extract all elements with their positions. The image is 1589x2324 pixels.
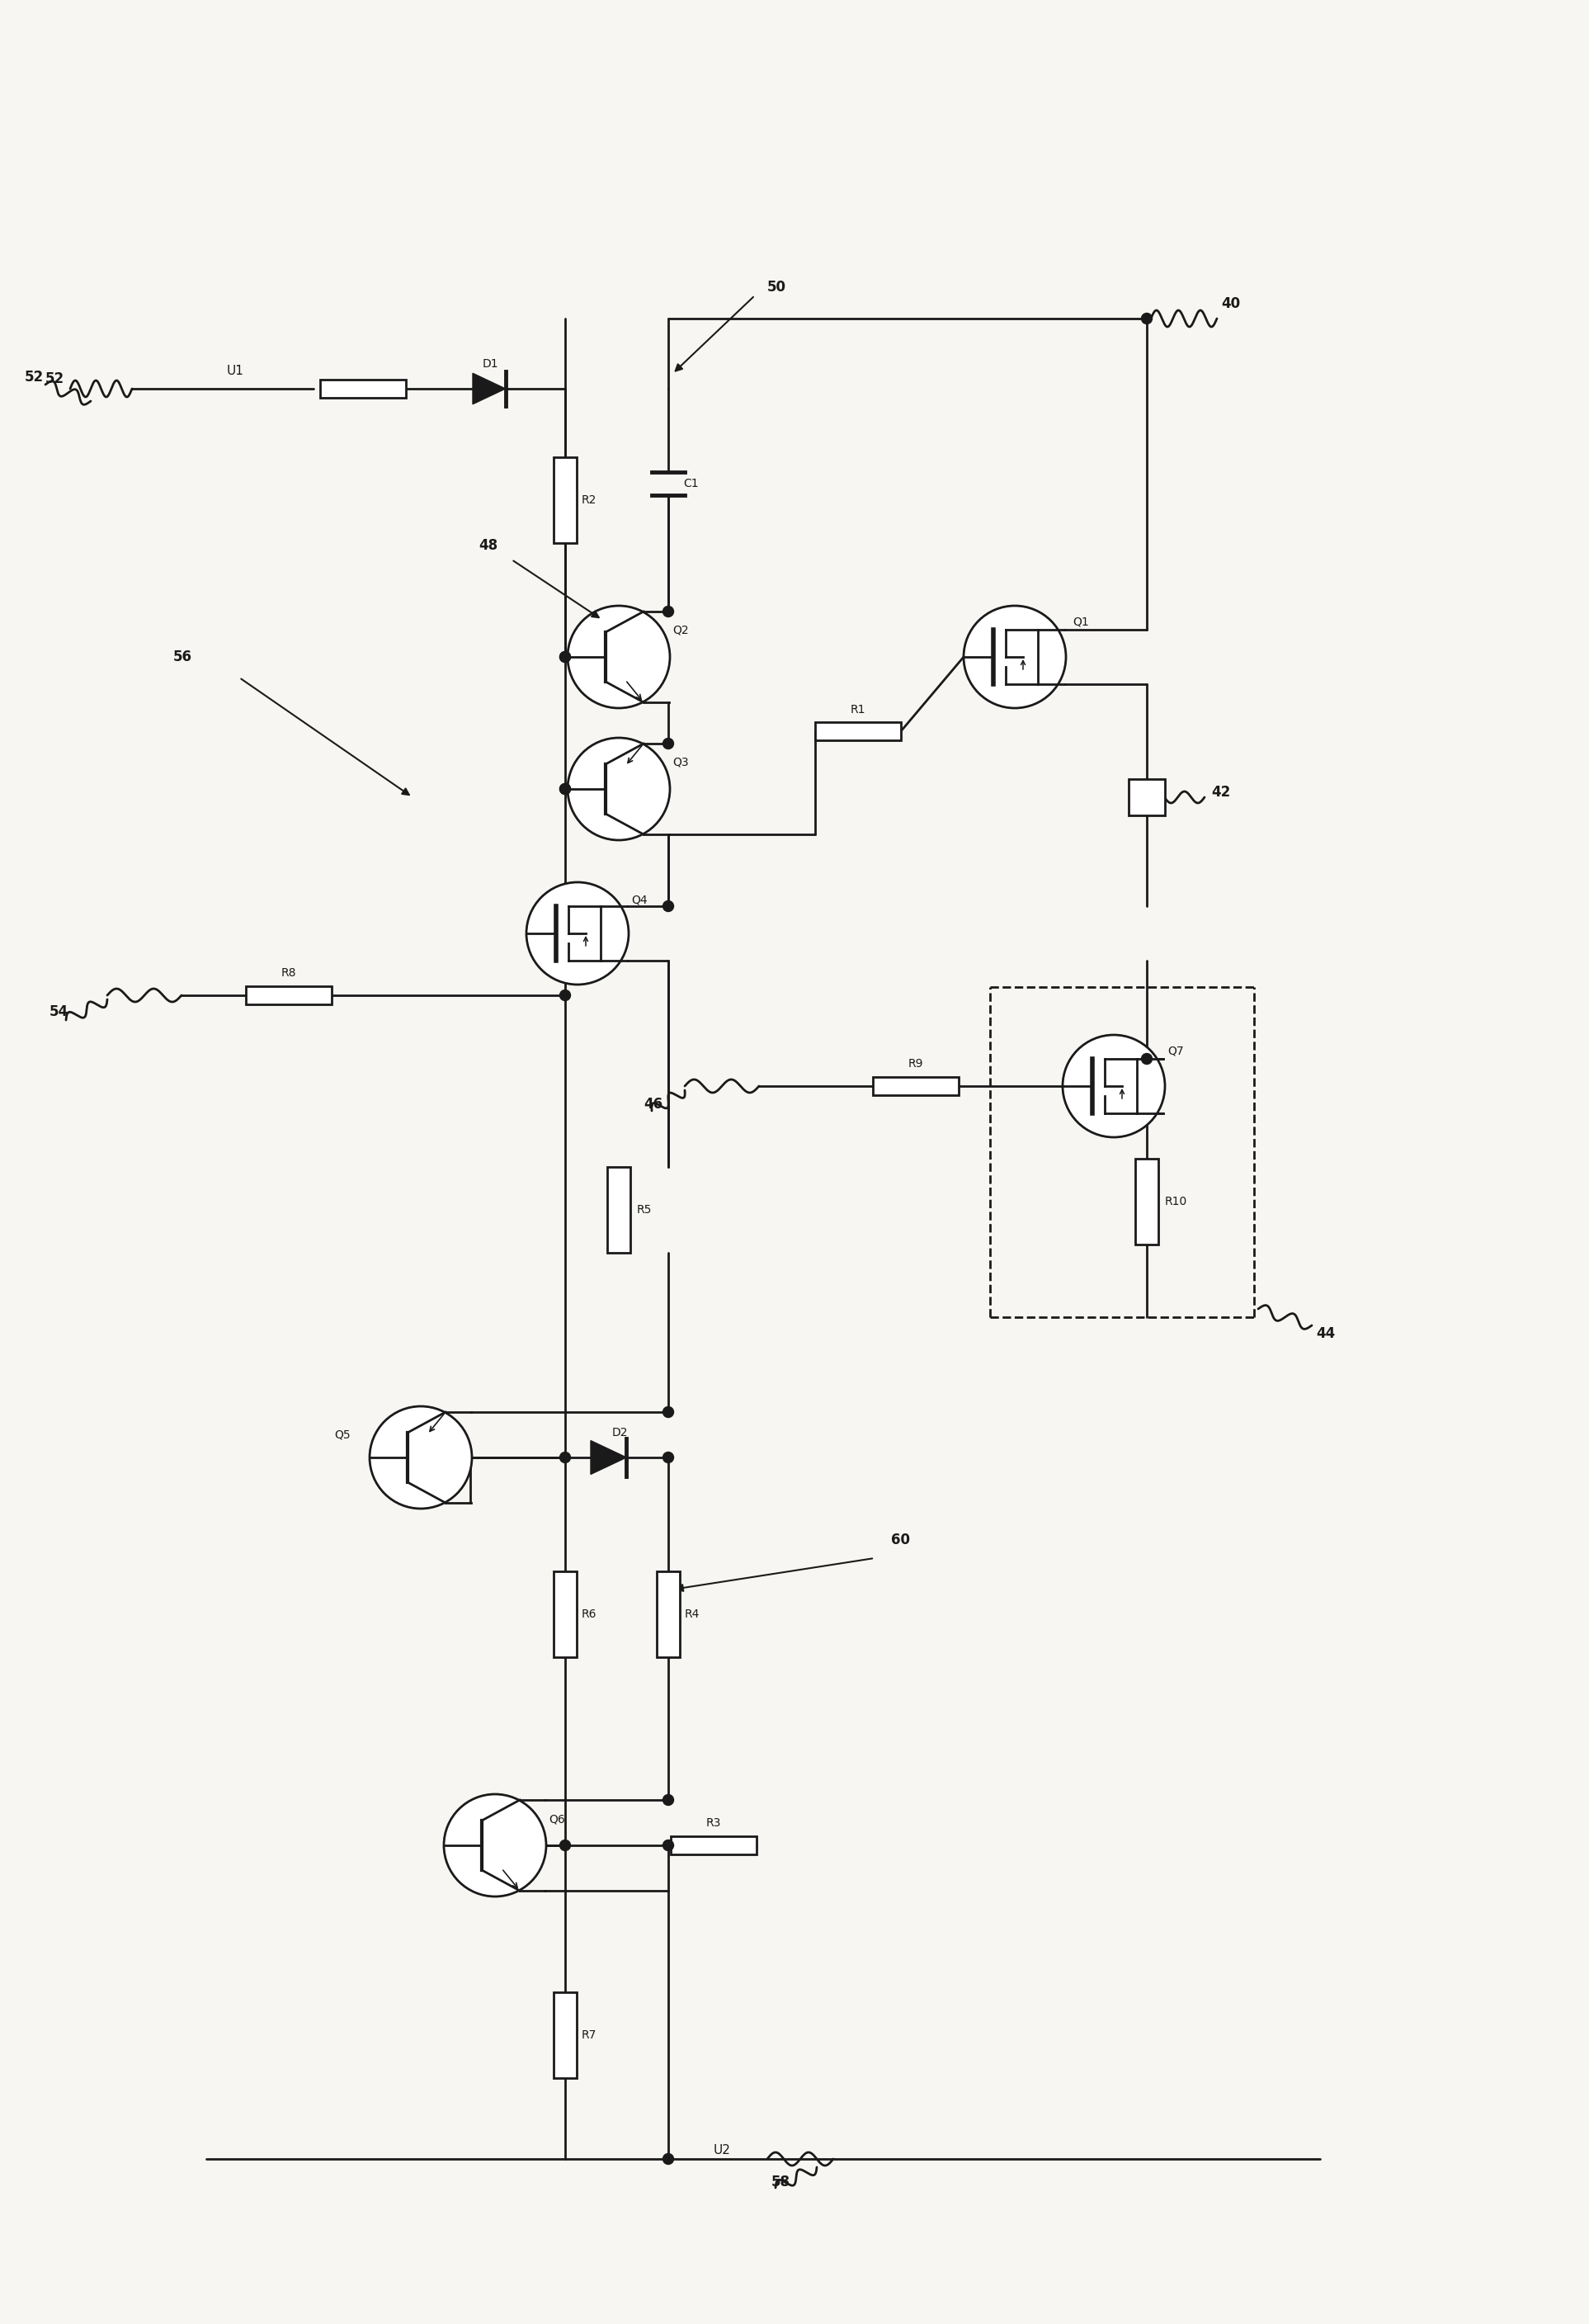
Text: 40: 40 bbox=[1220, 295, 1239, 311]
Bar bbox=[553, 458, 577, 544]
Bar bbox=[815, 723, 901, 741]
Circle shape bbox=[567, 737, 671, 841]
Circle shape bbox=[559, 990, 570, 1002]
Polygon shape bbox=[591, 1441, 626, 1473]
Text: Q2: Q2 bbox=[672, 625, 688, 637]
Bar bbox=[1128, 779, 1165, 816]
Text: 52: 52 bbox=[25, 370, 44, 383]
Circle shape bbox=[559, 651, 570, 662]
Bar bbox=[553, 1992, 577, 2078]
Circle shape bbox=[1063, 1034, 1165, 1136]
Text: 60: 60 bbox=[891, 1532, 910, 1548]
Bar bbox=[671, 1836, 756, 1855]
Text: R6: R6 bbox=[582, 1608, 597, 1620]
Circle shape bbox=[559, 783, 570, 795]
Circle shape bbox=[663, 1452, 674, 1462]
Bar bbox=[656, 1571, 680, 1657]
Circle shape bbox=[663, 1406, 674, 1418]
Text: D1: D1 bbox=[483, 358, 499, 370]
Text: R4: R4 bbox=[685, 1608, 699, 1620]
Circle shape bbox=[559, 1452, 570, 1462]
Text: R3: R3 bbox=[706, 1817, 721, 1829]
Bar bbox=[246, 985, 332, 1004]
Text: U1: U1 bbox=[227, 365, 245, 376]
Text: R7: R7 bbox=[582, 2029, 597, 2040]
Circle shape bbox=[443, 1794, 547, 1896]
Circle shape bbox=[663, 1794, 674, 1806]
Text: 46: 46 bbox=[644, 1097, 663, 1111]
Text: 56: 56 bbox=[173, 648, 192, 665]
Circle shape bbox=[663, 2154, 674, 2164]
Bar bbox=[1135, 1160, 1158, 1246]
Text: 52: 52 bbox=[46, 372, 65, 386]
Circle shape bbox=[370, 1406, 472, 1508]
Bar bbox=[872, 1076, 958, 1095]
Text: D2: D2 bbox=[612, 1427, 628, 1439]
Text: R5: R5 bbox=[637, 1204, 651, 1215]
Polygon shape bbox=[474, 374, 505, 404]
Circle shape bbox=[1141, 314, 1152, 323]
Text: Q3: Q3 bbox=[672, 758, 688, 769]
Text: 54: 54 bbox=[49, 1004, 68, 1020]
Circle shape bbox=[559, 783, 570, 795]
Text: Q7: Q7 bbox=[1168, 1046, 1184, 1057]
Text: C1: C1 bbox=[683, 479, 699, 490]
Circle shape bbox=[567, 607, 671, 709]
Bar bbox=[319, 379, 405, 397]
Text: 44: 44 bbox=[1316, 1327, 1335, 1341]
Text: R8: R8 bbox=[281, 967, 297, 978]
Circle shape bbox=[559, 1841, 570, 1850]
Text: 48: 48 bbox=[478, 539, 497, 553]
Circle shape bbox=[663, 607, 674, 616]
Circle shape bbox=[963, 607, 1066, 709]
Text: Q4: Q4 bbox=[631, 895, 647, 906]
Text: Q6: Q6 bbox=[548, 1813, 566, 1824]
Text: Q1: Q1 bbox=[1073, 616, 1088, 627]
Text: R9: R9 bbox=[909, 1057, 923, 1069]
Text: R2: R2 bbox=[582, 495, 597, 507]
Circle shape bbox=[1141, 1053, 1152, 1064]
Circle shape bbox=[559, 651, 570, 662]
Text: Q5: Q5 bbox=[334, 1429, 350, 1441]
Bar bbox=[553, 1571, 577, 1657]
Circle shape bbox=[663, 739, 674, 748]
Bar bbox=[607, 1167, 631, 1253]
Text: 58: 58 bbox=[771, 2175, 790, 2189]
Circle shape bbox=[663, 1841, 674, 1850]
Text: 42: 42 bbox=[1211, 786, 1230, 799]
Text: R10: R10 bbox=[1165, 1197, 1187, 1208]
Text: 50: 50 bbox=[767, 279, 787, 295]
Text: R1: R1 bbox=[850, 704, 866, 716]
Text: U2: U2 bbox=[713, 2145, 731, 2157]
Circle shape bbox=[526, 883, 629, 985]
Circle shape bbox=[663, 902, 674, 911]
